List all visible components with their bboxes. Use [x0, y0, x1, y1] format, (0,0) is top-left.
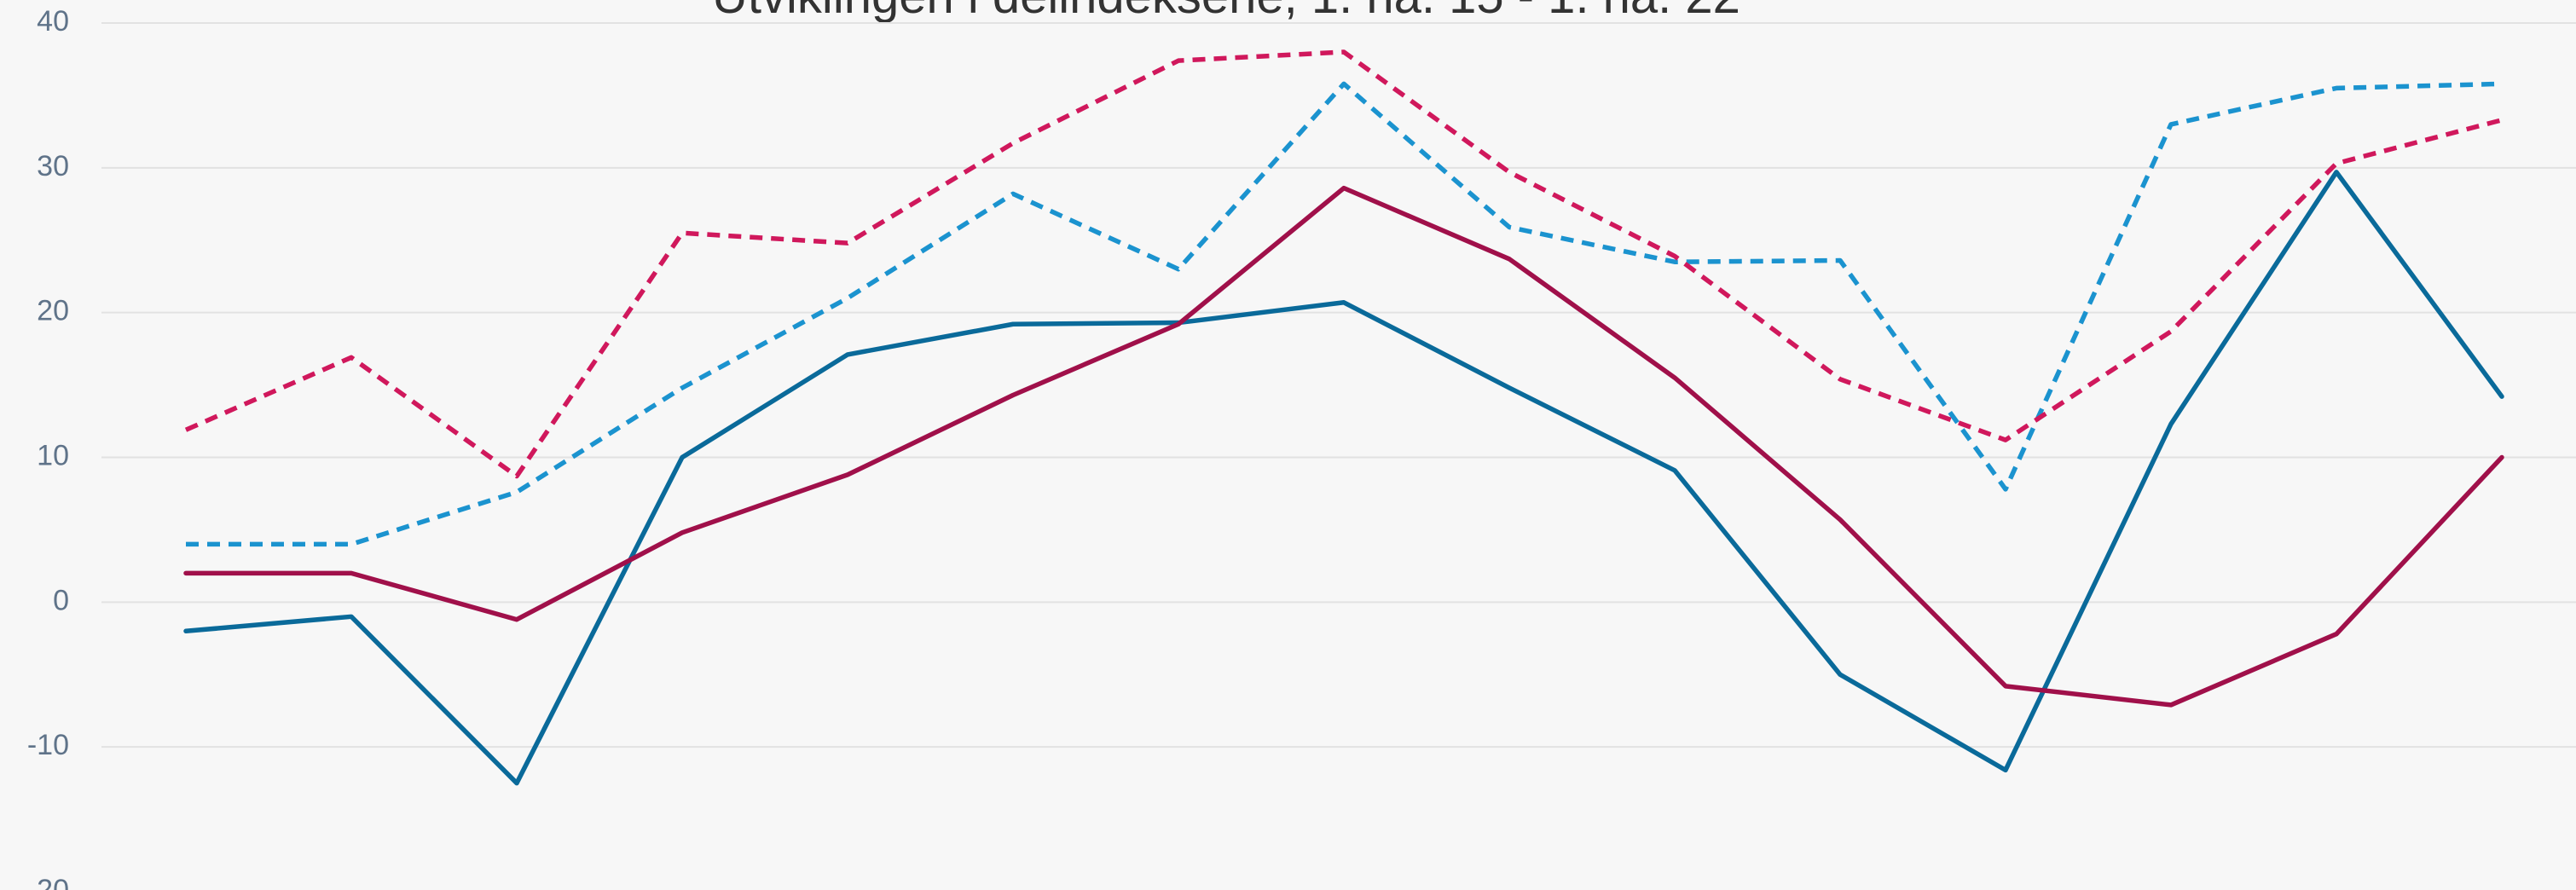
chart-title: Utviklingen i delindeksene, 1. hå. 15 - …: [712, 0, 1740, 24]
y-tick-label: 30: [37, 150, 69, 182]
y-tick-label: 0: [53, 584, 69, 616]
y-tick-label: -10: [27, 729, 69, 761]
series-line: [183, 185, 2504, 708]
y-tick-label: -20: [27, 874, 69, 890]
series-line: [186, 81, 2503, 547]
y-tick-label: 40: [37, 5, 69, 38]
series-line: [183, 170, 2504, 786]
y-tick-label: 20: [37, 295, 69, 327]
series-line: [184, 49, 2503, 479]
y-tick-label: 10: [37, 439, 69, 471]
